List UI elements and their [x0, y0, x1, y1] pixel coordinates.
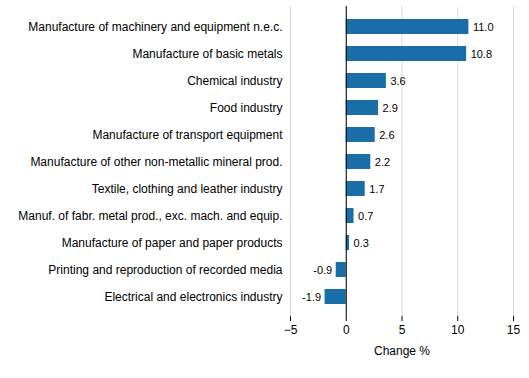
svg-text:15: 15	[507, 323, 521, 337]
svg-text:5: 5	[399, 323, 406, 337]
svg-text:11.0: 11.0	[473, 21, 494, 33]
svg-text:Food industry: Food industry	[210, 101, 283, 115]
svg-text:0.3: 0.3	[354, 237, 369, 249]
svg-text:2.2: 2.2	[375, 156, 390, 168]
svg-text:−5: −5	[284, 323, 298, 337]
svg-text:Manufacture of other non-metal: Manufacture of other non-metallic minera…	[30, 155, 282, 169]
svg-text:10: 10	[451, 323, 465, 337]
svg-text:Manuf. of fabr. metal prod., e: Manuf. of fabr. metal prod., exc. mach. …	[18, 209, 282, 223]
svg-text:-1.9: -1.9	[302, 291, 321, 303]
svg-text:Manufacture of basic metals: Manufacture of basic metals	[132, 47, 282, 61]
svg-text:Manufacture of paper and paper: Manufacture of paper and paper products	[62, 236, 283, 250]
svg-text:Printing and reproduction of r: Printing and reproduction of recorded me…	[48, 263, 282, 277]
svg-text:Manufacture of transport equip: Manufacture of transport equipment	[92, 128, 283, 142]
svg-text:Manufacture of machinery and e: Manufacture of machinery and equipment n…	[28, 20, 282, 34]
svg-text:0.7: 0.7	[358, 210, 373, 222]
svg-text:-0.9: -0.9	[313, 264, 332, 276]
svg-text:10.8: 10.8	[471, 48, 492, 60]
svg-text:3.6: 3.6	[390, 75, 405, 87]
svg-text:1.7: 1.7	[369, 183, 384, 195]
svg-text:Textile, clothing and leather: Textile, clothing and leather industry	[92, 182, 283, 196]
svg-text:Chemical industry: Chemical industry	[187, 74, 282, 88]
svg-text:Change %: Change %	[374, 344, 430, 358]
svg-text:Electrical and electronics ind: Electrical and electronics industry	[104, 290, 282, 304]
svg-text:2.6: 2.6	[379, 129, 394, 141]
svg-text:2.9: 2.9	[383, 102, 398, 114]
svg-text:0: 0	[343, 323, 350, 337]
